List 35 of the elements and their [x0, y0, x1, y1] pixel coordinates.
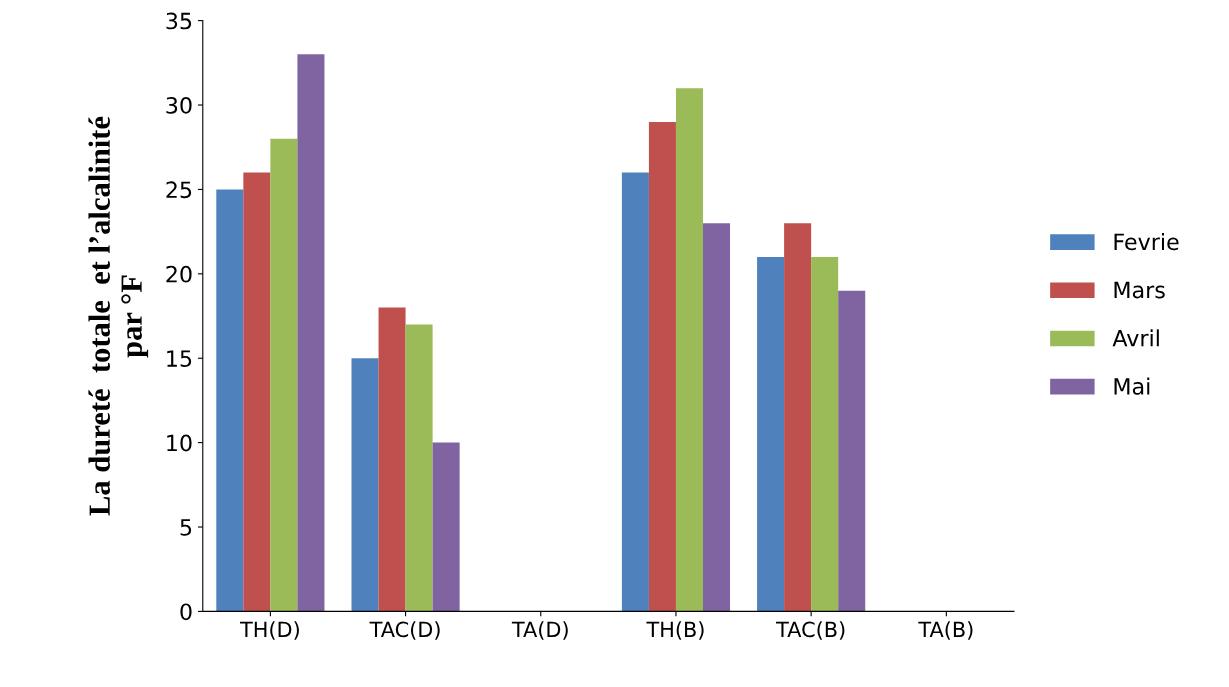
bar — [297, 54, 325, 612]
bar — [216, 189, 244, 612]
y-tick-label: 10 — [167, 434, 192, 452]
bar — [811, 256, 839, 612]
x-tick-label: TH(D) — [239, 621, 299, 640]
legend-label: Avril — [1112, 329, 1159, 347]
x-tick-label: TH(B) — [646, 621, 704, 640]
bar — [270, 138, 298, 612]
y-tick-label: 30 — [166, 96, 192, 114]
x-tick-label: TA(D) — [511, 621, 568, 640]
bar — [784, 223, 812, 612]
y-tick-label: 35 — [166, 12, 192, 30]
bar — [757, 256, 785, 612]
x-tick-label: TAC(B) — [776, 621, 845, 640]
bar — [621, 172, 649, 612]
legend-label: Mars — [1114, 281, 1165, 299]
bar — [432, 442, 460, 612]
y-tick-label: 20 — [166, 265, 192, 283]
y-tick-label: 0 — [180, 603, 192, 621]
y-tick-label: 15 — [167, 350, 192, 367]
y-axis-title: La dureté totale et l’alcalinité par °F — [88, 116, 149, 516]
bar — [351, 358, 379, 612]
bar — [405, 324, 433, 612]
bar — [838, 290, 866, 612]
y-tick-label: 5 — [180, 519, 192, 536]
bar — [243, 172, 271, 612]
bar — [378, 307, 406, 612]
bar — [702, 223, 731, 612]
y-tick-label: 25 — [166, 181, 192, 199]
x-tick-label: TA(B) — [918, 621, 973, 640]
legend-label: Fevrie — [1114, 233, 1179, 251]
bar — [675, 88, 703, 612]
x-tick-label: TAC(D) — [369, 621, 440, 640]
bar — [648, 121, 676, 612]
legend-label: Mai — [1114, 377, 1150, 395]
